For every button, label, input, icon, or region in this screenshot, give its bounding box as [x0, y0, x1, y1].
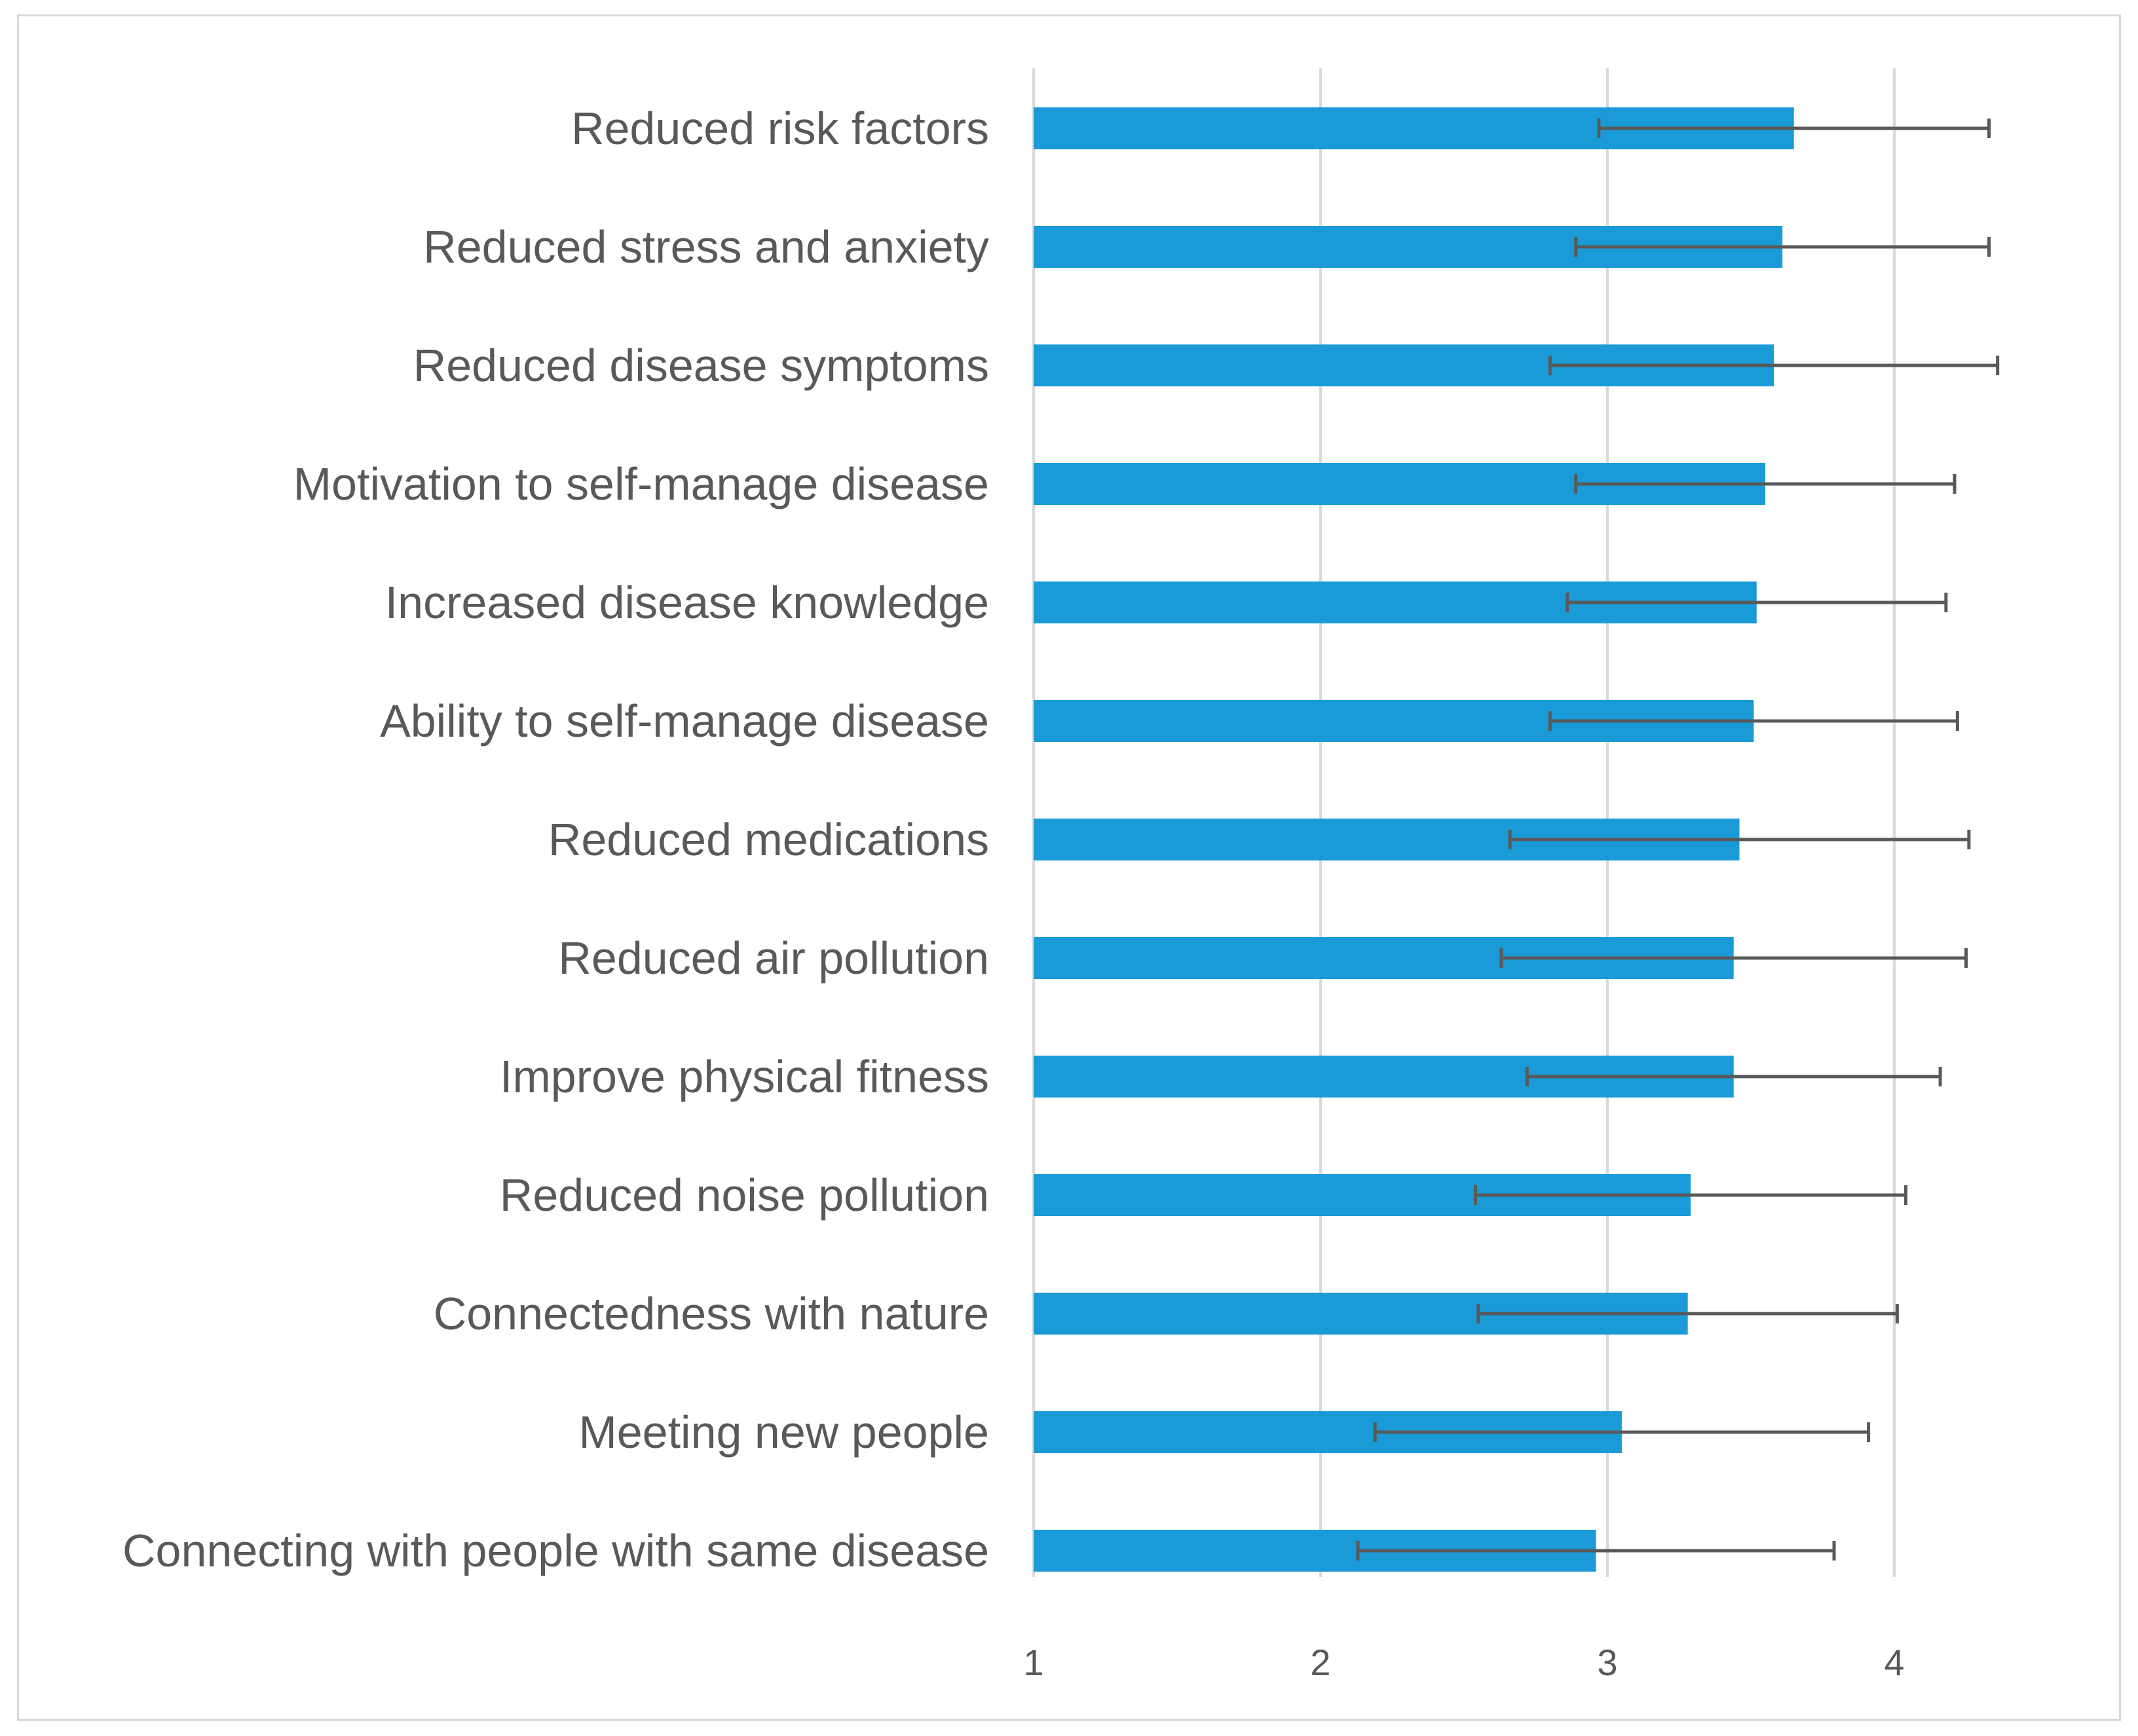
category-label: Reduced disease symptoms: [413, 340, 989, 391]
error-bars: [1356, 119, 2000, 1561]
category-labels: Reduced risk factors Reduced stress and a…: [122, 103, 989, 1576]
category-label: Ability to self-manage disease: [380, 695, 989, 747]
x-tick-label: 4: [1884, 1642, 1904, 1683]
x-tick-label: 2: [1310, 1642, 1330, 1683]
category-label: Reduced medications: [548, 814, 989, 865]
category-label: Reduced noise pollution: [500, 1170, 989, 1221]
category-label: Reduced stress and anxiety: [423, 221, 989, 272]
x-tick-label: 1: [1023, 1642, 1043, 1683]
x-tick-label: 3: [1597, 1642, 1617, 1683]
category-label: Increased disease knowledge: [385, 577, 989, 628]
category-label: Connectedness with nature: [434, 1288, 989, 1339]
category-label: Connecting with people with same disease: [122, 1525, 989, 1576]
x-axis-ticks: 1 2 3 4: [1023, 1642, 1904, 1683]
category-label: Improve physical fitness: [500, 1051, 989, 1102]
category-label: Meeting new people: [578, 1407, 989, 1458]
category-label: Motivation to self-manage disease: [293, 458, 989, 509]
category-label: Reduced air pollution: [558, 933, 989, 984]
category-label: Reduced risk factors: [571, 103, 989, 154]
